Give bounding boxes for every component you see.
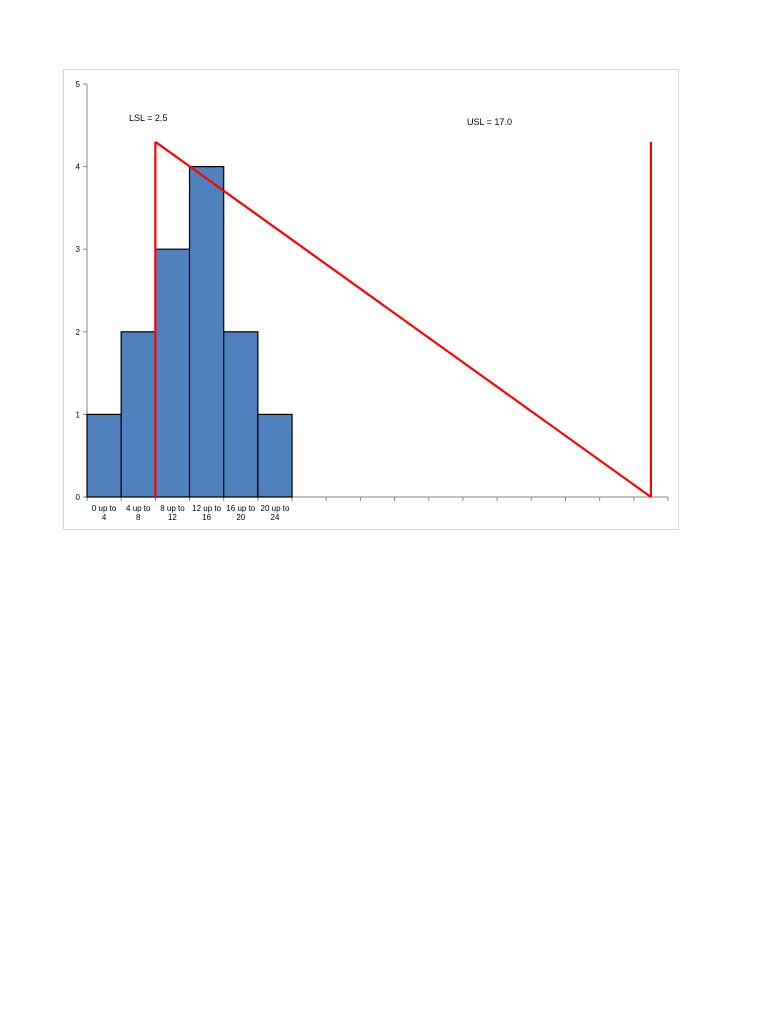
y-tick-labels: 0 1 2 3 4 5	[76, 80, 81, 502]
bar-5	[223, 331, 259, 498]
bar-1	[86, 413, 122, 498]
x-tick-label: 12 up to 16	[192, 504, 221, 522]
y-tick-label: 1	[76, 410, 81, 419]
bar-4	[188, 165, 225, 498]
y-tick-label: 3	[76, 245, 81, 254]
spec-diagonal-line	[154, 140, 652, 498]
usl-annotation: USL = 17.0	[467, 117, 512, 127]
y-tick-label: 0	[76, 493, 81, 502]
spec-limits-group	[154, 140, 653, 498]
x-tick-label: 4 up to 8	[126, 504, 151, 522]
x-tick-label: 20 up to 24	[261, 504, 290, 522]
bar-2	[120, 331, 156, 498]
bar-6	[257, 413, 293, 498]
histogram-chart: 0 up to 4 4 up to 8 8 up to 12 12 up to 16 16 up…	[76, 80, 669, 522]
x-tick-label: 16 up to 20	[226, 504, 255, 522]
bars-group	[86, 165, 293, 498]
x-tick-label: 0 up to 4	[92, 504, 117, 522]
bar-3	[154, 248, 191, 498]
x-tick-label: 8 up to 12	[160, 504, 185, 522]
x-tick-labels: 0 up to 4 4 up to 8 8 up to 12 12 up to 16 16 up…	[92, 504, 290, 522]
y-tick-label: 4	[76, 163, 81, 172]
chart-frame: 0 up to 4 4 up to 8 8 up to 12 12 up to 16 16 up…	[63, 69, 679, 530]
lsl-annotation: LSL = 2.5	[129, 113, 167, 123]
y-tick-label: 2	[76, 328, 81, 337]
y-tick-label: 5	[76, 80, 81, 89]
